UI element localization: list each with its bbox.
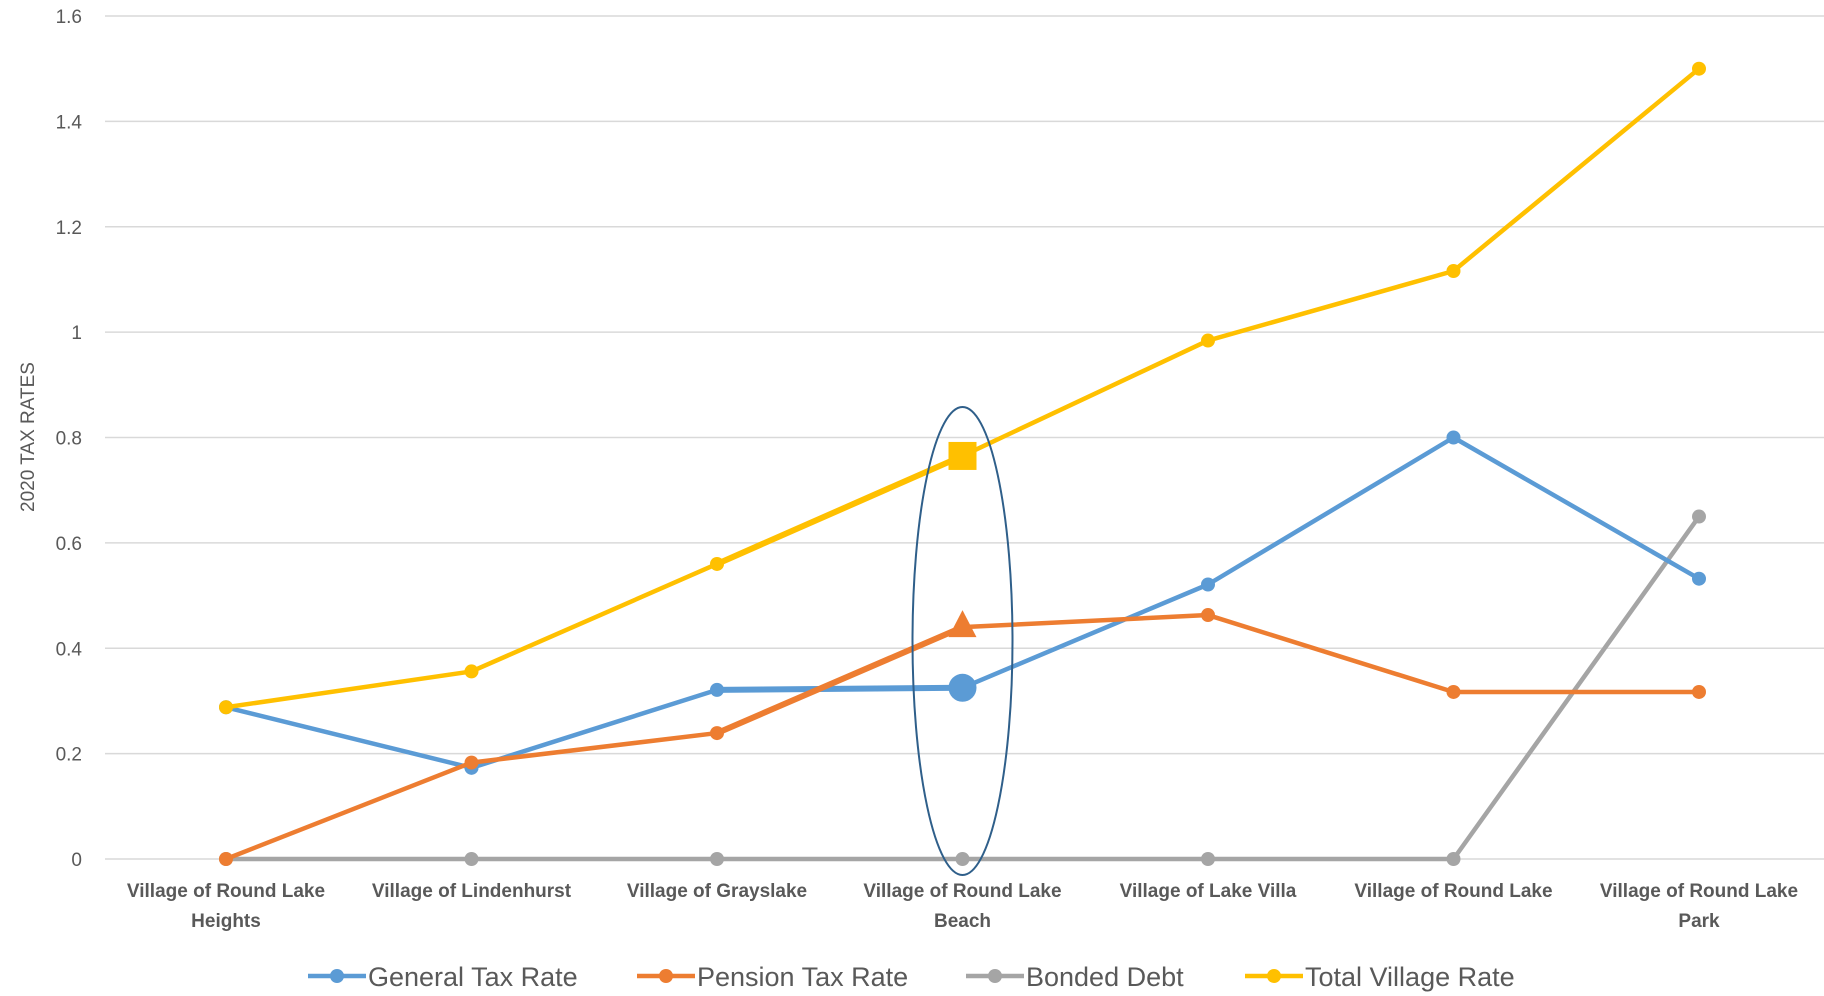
y-axis-title: 2020 TAX RATES xyxy=(18,362,39,512)
x-tick-label-line: Beach xyxy=(934,911,991,932)
data-point xyxy=(1446,852,1461,866)
series-line-segment xyxy=(714,452,966,567)
data-point xyxy=(955,852,970,866)
x-tick-label-line: Village of Round Lake xyxy=(1354,881,1552,902)
data-point xyxy=(1692,61,1706,76)
x-tick-label: Village of Grayslake xyxy=(627,881,807,902)
series-line-segment xyxy=(960,582,1211,691)
series-line-segment xyxy=(1451,66,1702,274)
y-tick-label: 1.4 xyxy=(56,112,83,133)
x-tick-label: Village of Round Lake Park xyxy=(1600,881,1798,932)
y-tick-label: 0.2 xyxy=(56,745,82,766)
x-tick-label-line: Village of Round Lake xyxy=(1600,881,1798,902)
series-general-tax-rate xyxy=(219,430,1706,775)
series-lines xyxy=(219,61,1706,866)
x-axis-ticks: Village of Round Lake Heights Village of L… xyxy=(127,881,1798,932)
data-point xyxy=(710,556,724,571)
x-tick-label: Village of Round Lake Beach xyxy=(863,881,1061,932)
data-point xyxy=(1446,264,1461,279)
legend: General Tax Rate Pension Tax Rate Bonded D… xyxy=(308,962,1515,992)
series-line-segment xyxy=(714,624,966,737)
series-bonded-debt xyxy=(219,509,1706,866)
series-line-segment xyxy=(469,561,720,674)
series-line-segment xyxy=(1205,612,1456,695)
data-point xyxy=(1201,852,1215,866)
series-line-segment xyxy=(1451,435,1702,581)
x-tick-label: Village of Lindenhurst xyxy=(372,881,572,902)
highlight-triangle-marker xyxy=(948,610,977,638)
data-point xyxy=(1446,684,1461,699)
legend-item: Total Village Rate xyxy=(1245,962,1515,992)
legend-marker xyxy=(330,969,344,983)
legend-marker xyxy=(988,969,1002,983)
series-line-segment xyxy=(469,687,720,771)
data-point xyxy=(464,755,479,770)
series-line-segment xyxy=(1205,268,1456,343)
y-tick-label: 1 xyxy=(71,323,82,344)
highlight-square-marker xyxy=(948,441,977,470)
y-tick-label: 0.8 xyxy=(56,429,82,450)
x-tick-label: Village of Round Lake xyxy=(1354,881,1552,902)
x-tick-label-line: Village of Round Lake xyxy=(127,881,325,902)
series-line-segment xyxy=(960,612,1211,630)
legend-label: Pension Tax Rate xyxy=(697,962,908,992)
series-total-village-rate xyxy=(219,61,1706,715)
legend-item: Bonded Debt xyxy=(966,962,1184,992)
x-tick-label-line: Heights xyxy=(191,911,261,932)
legend-marker xyxy=(1267,969,1281,983)
x-tick-label-line: Village of Round Lake xyxy=(863,881,1061,902)
x-tick-label: Village of Lake Villa xyxy=(1120,881,1297,902)
x-tick-label-line: Village of Grayslake xyxy=(627,881,807,902)
data-point xyxy=(1692,571,1706,586)
y-tick-label: 1.2 xyxy=(56,218,82,239)
series-line-segment xyxy=(223,669,474,710)
x-tick-label: Village of Round Lake Heights xyxy=(127,881,325,932)
gridlines xyxy=(105,15,1824,860)
data-point xyxy=(1201,333,1215,348)
x-tick-label-line: Park xyxy=(1678,911,1720,932)
data-point xyxy=(464,664,479,679)
x-tick-label-line: Village of Lake Villa xyxy=(1120,881,1297,902)
series-line-segment xyxy=(714,684,966,693)
data-point xyxy=(710,726,724,741)
y-axis-ticks: 0 0.2 0.4 0.6 0.8 1 1.2 1.4 1.6 xyxy=(56,7,83,871)
legend-label: General Tax Rate xyxy=(368,962,578,992)
data-point xyxy=(219,852,233,866)
data-point xyxy=(1201,577,1215,592)
series-line-segment xyxy=(469,730,720,765)
legend-marker xyxy=(659,969,673,983)
data-point xyxy=(1201,608,1215,623)
series-pension-tax-rate xyxy=(219,608,1706,866)
y-tick-label: 1.6 xyxy=(56,7,82,28)
series-line-segment xyxy=(960,338,1211,459)
legend-label: Bonded Debt xyxy=(1026,962,1184,992)
data-point xyxy=(1446,430,1461,445)
series-line-segment xyxy=(223,760,474,862)
data-point xyxy=(710,852,724,866)
data-point xyxy=(1692,684,1706,699)
data-point xyxy=(464,852,479,866)
highlight-group xyxy=(911,406,1014,876)
highlight-ellipse xyxy=(911,406,1014,876)
y-tick-label: 0.6 xyxy=(56,534,82,555)
data-point xyxy=(219,700,233,715)
x-tick-label-line: Village of Lindenhurst xyxy=(372,881,572,902)
legend-label: Total Village Rate xyxy=(1305,962,1515,992)
series-line-segment xyxy=(1205,435,1456,587)
y-tick-label: 0 xyxy=(71,850,82,871)
legend-item: Pension Tax Rate xyxy=(637,962,908,992)
highlight-circle-marker xyxy=(948,673,977,702)
y-tick-label: 0.4 xyxy=(56,639,83,660)
series-line-segment xyxy=(223,705,474,771)
data-point xyxy=(1692,509,1706,524)
legend-item: General Tax Rate xyxy=(308,962,578,992)
data-point xyxy=(710,682,724,697)
series-line-segment xyxy=(1451,514,1702,862)
